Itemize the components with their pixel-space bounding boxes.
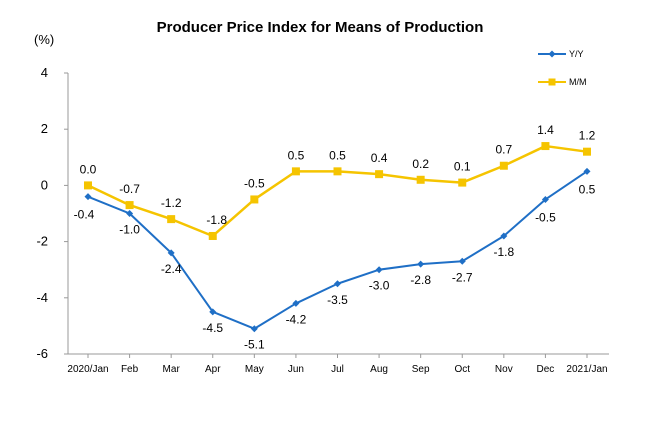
yy-data-label: -3.0: [369, 279, 390, 293]
data-point: [250, 195, 259, 204]
y-axis-unit: (%): [34, 32, 54, 47]
mm-data-label: -1.8: [206, 213, 227, 227]
data-point: [458, 178, 467, 187]
data-point: [208, 231, 217, 240]
data-point: [541, 142, 550, 151]
data-point: [209, 308, 217, 316]
data-point: [583, 147, 591, 156]
data-point: [499, 161, 508, 170]
mm-data-label: 1.2: [579, 129, 596, 143]
x-tick-label: Feb: [121, 364, 139, 375]
mm-data-label: 0.2: [412, 157, 429, 171]
mm-data-label: 0.0: [80, 162, 97, 176]
data-point: [417, 260, 425, 268]
x-tick-label: Aug: [370, 364, 388, 375]
data-point: [84, 181, 92, 190]
data-point: [500, 232, 508, 240]
mm-data-label: 0.5: [329, 148, 346, 162]
x-tick-label: 2021/Jan: [566, 364, 607, 375]
yy-data-label: -4.5: [202, 321, 223, 335]
data-point: [167, 215, 176, 224]
data-point: [126, 210, 134, 217]
data-point: [375, 170, 384, 179]
mm-data-label: 0.1: [454, 160, 471, 174]
data-point: [250, 325, 258, 333]
x-tick-label: Dec: [537, 364, 555, 375]
data-point: [167, 249, 175, 257]
series-yy: [84, 167, 591, 333]
series-mm: [84, 142, 591, 240]
yy-data-label: -5.1: [244, 338, 265, 352]
x-tick-label: Sep: [412, 364, 430, 375]
legend-label: M/M: [569, 77, 587, 87]
data-point: [416, 175, 425, 184]
data-point: [291, 167, 300, 176]
mm-data-label: 0.4: [371, 151, 388, 165]
data-labels: -0.4 -1.0 -2.4 -4.5 -5.1 -4.2 -3.5 -3.0 -2.8 -2.7…: [74, 123, 596, 352]
mm-data-label: 0.5: [288, 148, 305, 162]
data-point: [334, 280, 341, 288]
data-point: [84, 193, 92, 201]
legend-item-yy: Y/Y: [538, 49, 584, 59]
yy-data-label: 0.5: [579, 182, 596, 196]
mm-data-label: 1.4: [537, 123, 554, 137]
data-point: [458, 257, 466, 265]
yy-data-label: -1.8: [493, 245, 514, 259]
yy-data-label: -2.7: [452, 270, 473, 284]
data-point: [375, 266, 383, 274]
x-tick-label: Jul: [331, 364, 344, 375]
legend-swatch-marker: [548, 50, 556, 58]
legend-label: Y/Y: [569, 49, 584, 59]
y-tick-label: -2: [36, 234, 48, 249]
data-point: [583, 167, 591, 175]
y-ticks: -6 -4 -2 0 2 4: [36, 65, 68, 361]
mm-data-label: -1.2: [161, 196, 182, 210]
yy-data-label: -1.0: [119, 223, 140, 237]
chart-title: Producer Price Index for Means of Produc…: [157, 19, 484, 36]
y-tick-label: 0: [41, 177, 48, 192]
x-tick-label: 2020/Jan: [67, 364, 108, 375]
x-tick-label: Oct: [454, 364, 470, 375]
yy-data-label: -3.5: [327, 293, 348, 307]
yy-data-label: -0.5: [535, 210, 556, 224]
yy-data-label: -2.4: [161, 262, 182, 276]
x-tick-label: Jun: [288, 364, 304, 375]
data-point: [333, 167, 342, 176]
data-point: [125, 201, 134, 210]
legend: Y/Y M/M: [538, 49, 587, 87]
x-tick-label: May: [245, 364, 264, 375]
x-tick-label: Mar: [163, 364, 181, 375]
series-layer: -0.4 -1.0 -2.4 -4.5 -5.1 -4.2 -3.5 -3.0 -2.8 -2.7…: [74, 123, 596, 352]
legend-item-mm: M/M: [538, 77, 587, 87]
x-ticks: 2020/Jan Feb Mar Apr May Jun Jul Aug Sep Oct Nov De…: [67, 354, 608, 375]
mm-data-label: -0.7: [119, 182, 140, 196]
y-tick-label: -6: [36, 346, 48, 361]
mm-data-label: 0.7: [495, 143, 512, 157]
data-point: [541, 195, 549, 203]
yy-data-label: -0.4: [74, 208, 95, 222]
x-tick-label: Apr: [205, 364, 221, 375]
mm-data-label: -0.5: [244, 176, 265, 190]
legend-swatch-marker: [548, 78, 556, 86]
y-tick-label: 2: [41, 121, 48, 136]
axes: [67, 73, 609, 355]
data-point: [292, 299, 300, 307]
yy-data-label: -4.2: [286, 312, 307, 326]
x-tick-label: Nov: [495, 364, 513, 375]
yy-data-label: -2.8: [410, 273, 431, 287]
y-tick-label: -4: [36, 290, 48, 305]
y-tick-label: 4: [41, 65, 48, 80]
